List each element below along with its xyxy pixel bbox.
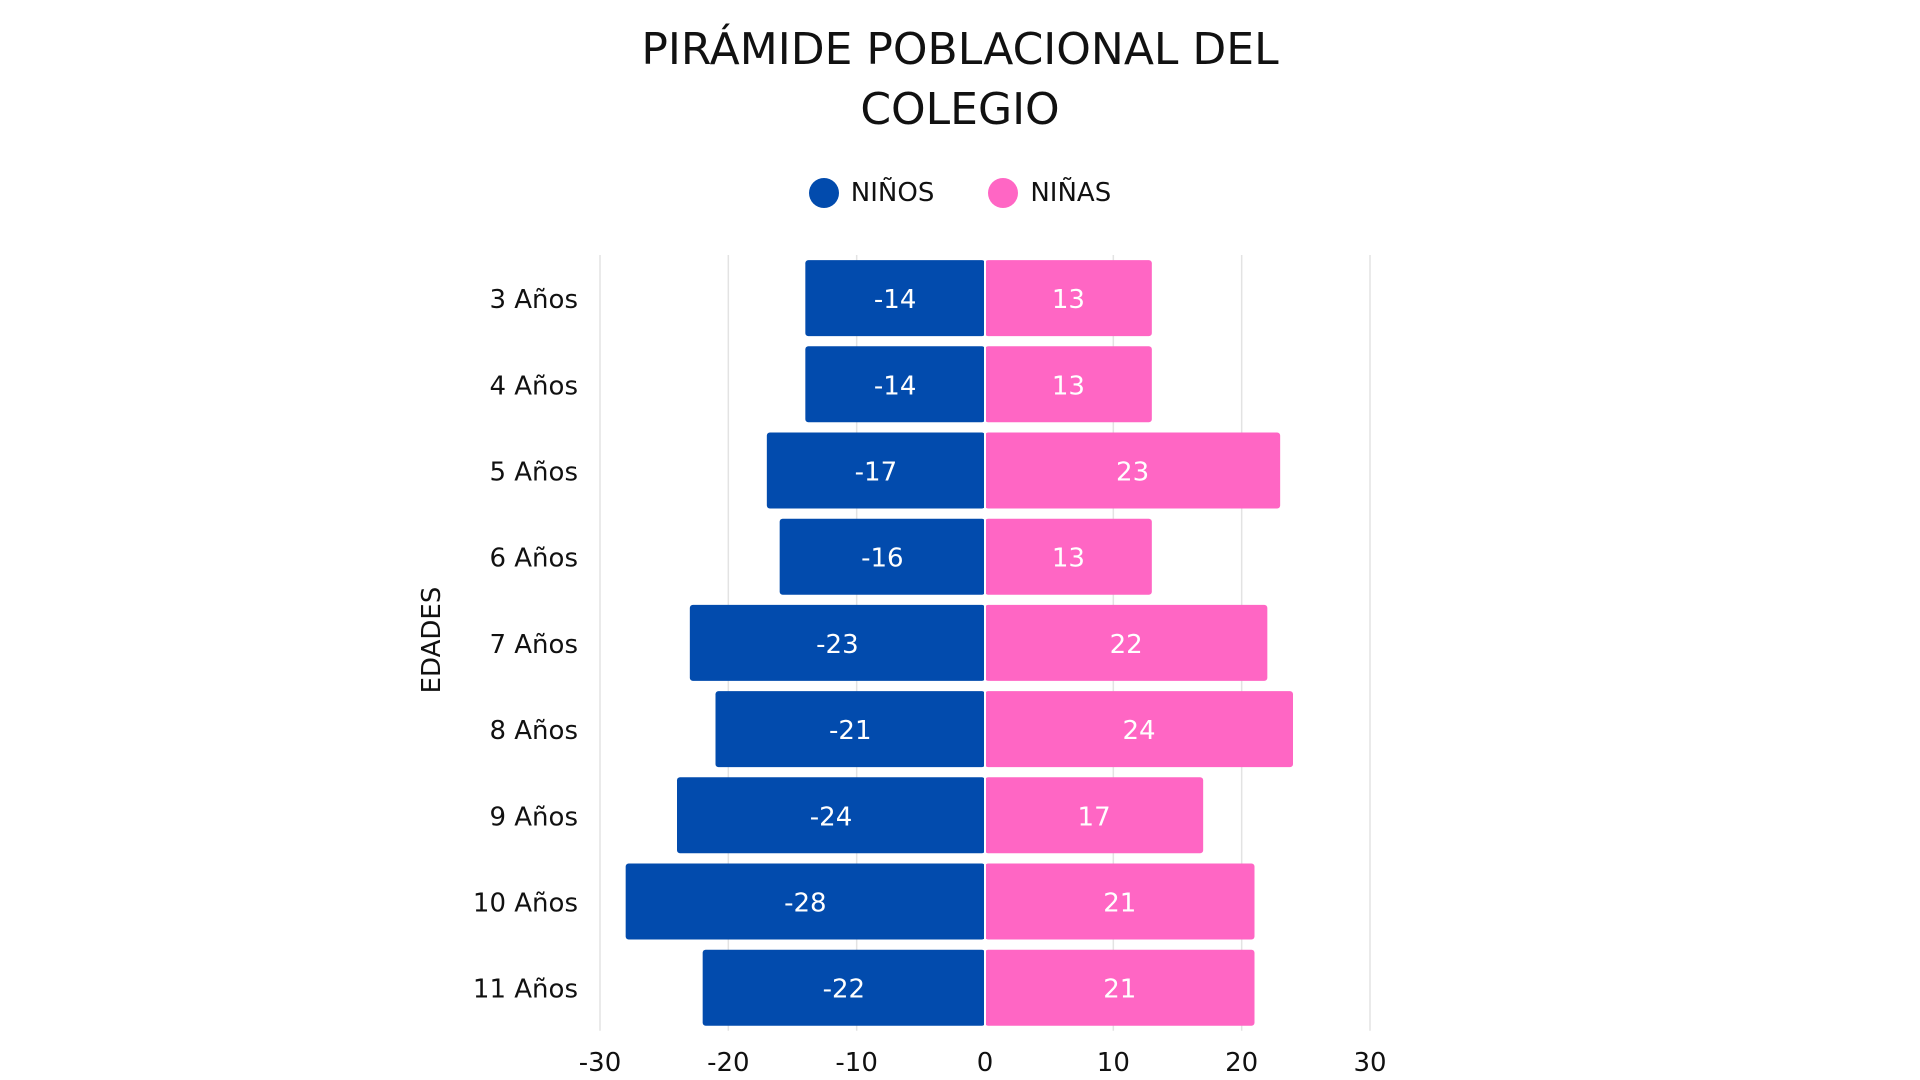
legend-marker-ninos — [808, 178, 839, 208]
data-label-ninos: -23 — [816, 630, 858, 660]
data-label-ninas: 17 — [1078, 802, 1111, 832]
x-tick-label: 0 — [977, 1048, 994, 1078]
bar-ninos — [779, 518, 985, 595]
category-label: 4 Años — [489, 371, 578, 401]
chart-title-line-1: PIRÁMIDE POBLACIONAL DEL — [641, 24, 1279, 75]
legend-item-ninas: NIÑAS — [988, 178, 1111, 208]
bar-ninos — [689, 604, 985, 681]
category-label: 11 Años — [473, 975, 578, 1005]
x-tick-label: 30 — [1353, 1048, 1386, 1078]
category-label: 10 Años — [473, 889, 578, 919]
bar-ninas — [985, 518, 1152, 595]
bar-ninas — [985, 863, 1255, 940]
legend-label-ninos: NIÑOS — [850, 178, 935, 208]
bar-ninos — [766, 432, 985, 509]
bar-ninas — [985, 777, 1204, 854]
category-label: 9 Años — [489, 802, 578, 832]
legend-label-ninas: NIÑAS — [1030, 178, 1112, 208]
data-label-ninas: 13 — [1052, 371, 1085, 401]
data-label-ninos: -16 — [861, 544, 903, 574]
data-label-ninos: -24 — [810, 802, 852, 832]
category-label: 5 Años — [489, 458, 578, 488]
x-tick-label: -30 — [579, 1048, 621, 1078]
category-label: 7 Años — [489, 630, 578, 660]
category-label: 6 Años — [489, 544, 578, 574]
data-label-ninas: 21 — [1103, 889, 1136, 919]
data-label-ninos: -22 — [823, 975, 865, 1005]
bar-ninos — [677, 777, 985, 854]
data-label-ninas: 22 — [1110, 630, 1143, 660]
x-tick-label: -10 — [835, 1048, 877, 1078]
data-label-ninas: 23 — [1116, 458, 1149, 488]
data-label-ninos: -17 — [855, 458, 897, 488]
data-label-ninos: -28 — [784, 889, 826, 919]
legend-item-ninos: NIÑOS — [808, 178, 935, 208]
data-label-ninos: -14 — [874, 285, 916, 315]
category-label: 8 Años — [489, 716, 578, 746]
x-tick-label: 20 — [1225, 1048, 1258, 1078]
data-label-ninas: 24 — [1122, 716, 1155, 746]
x-tick-label: 10 — [1097, 1048, 1130, 1078]
category-label: 3 Años — [489, 285, 578, 315]
bar-ninos — [715, 691, 985, 768]
data-label-ninas: 21 — [1103, 975, 1136, 1005]
data-label-ninos: -14 — [874, 371, 916, 401]
data-label-ninas: 13 — [1052, 285, 1085, 315]
data-label-ninas: 13 — [1052, 544, 1085, 574]
chart-title-line-2: COLEGIO — [860, 84, 1060, 135]
bar-ninos — [805, 260, 985, 337]
bar-ninas — [985, 346, 1152, 423]
bar-ninos — [625, 863, 985, 940]
legend-marker-ninas — [988, 178, 1019, 208]
bar-ninas — [985, 432, 1281, 509]
bar-ninos — [702, 949, 985, 1026]
bar-ninas — [985, 260, 1152, 337]
data-label-ninos: -21 — [829, 716, 871, 746]
bar-ninas — [985, 949, 1255, 1026]
x-tick-label: -20 — [707, 1048, 749, 1078]
chart-legend: NIÑOS NIÑAS — [0, 178, 1920, 208]
bar-ninos — [805, 346, 985, 423]
bar-ninas — [985, 604, 1268, 681]
bar-ninas — [985, 691, 1293, 768]
